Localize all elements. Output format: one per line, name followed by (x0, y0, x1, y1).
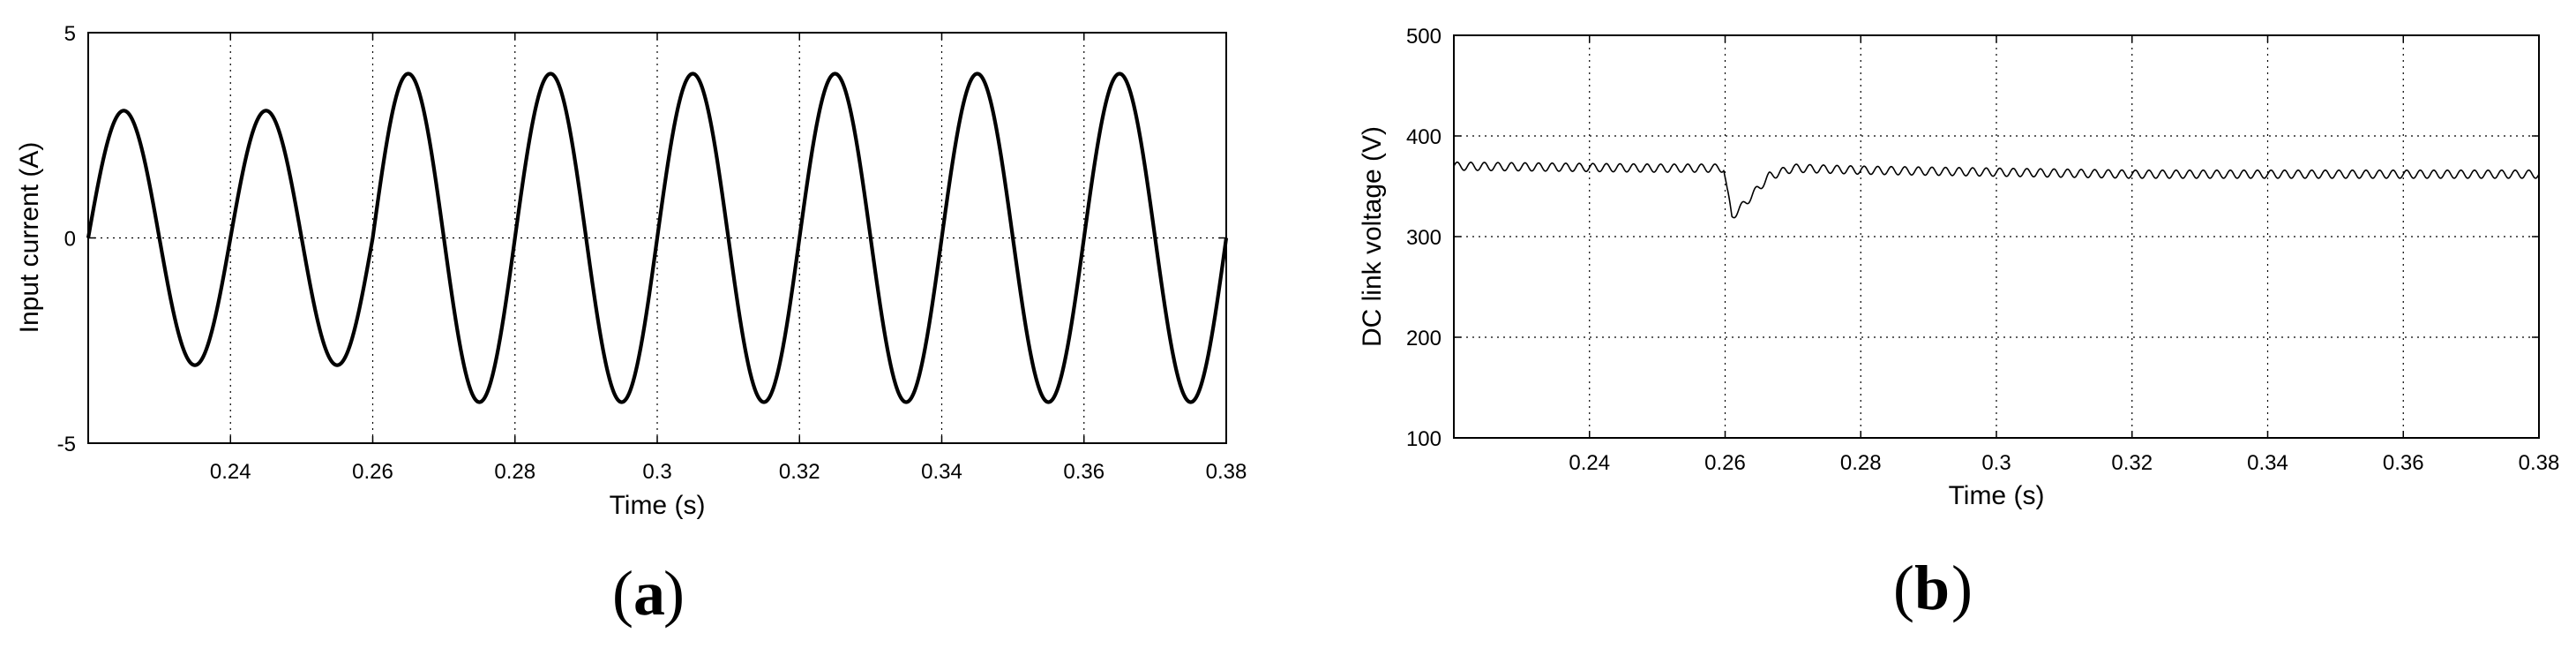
y-tick-label: 400 (1406, 125, 1442, 149)
x-axis-label-a: Time (s) (610, 491, 706, 520)
ticks-b: 0.24 0.26 0.28 0.3 0.32 0.34 0.36 0.38 100 200 300… (1406, 25, 2559, 475)
x-axis-label-b: Time (s) (1949, 481, 2045, 510)
y-tick-label: 500 (1406, 25, 1442, 49)
chart-panel-a: 0.24 0.26 0.28 0.3 0.32 0.34 0.36 0.38 -5 0 5 Time… (15, 22, 1247, 629)
panel-label-a-close: ) (663, 558, 685, 629)
y-tick-label: 0 (64, 228, 76, 252)
x-tick-label: 0.38 (2519, 451, 2560, 475)
panel-label-b: ( (1893, 553, 1914, 623)
x-tick-label: 0.34 (921, 460, 962, 484)
x-tick-label: 0.38 (1206, 460, 1247, 484)
x-tick-label: 0.28 (494, 460, 535, 484)
panel-label-a: ( (612, 558, 633, 629)
x-tick-label: 0.28 (1840, 451, 1882, 475)
y-tick-label: 5 (64, 22, 76, 46)
y-tick-label: 100 (1406, 427, 1442, 451)
panel-label-a-letter: a (633, 558, 665, 629)
ticks-a: 0.24 0.26 0.28 0.3 0.32 0.34 0.36 0.38 -5 0 5 (57, 22, 1247, 484)
x-tick-label: 0.3 (642, 460, 671, 484)
x-tick-label: 0.3 (1981, 451, 2011, 475)
plot-area-b (1454, 35, 2539, 438)
x-tick-label: 0.26 (1704, 451, 1746, 475)
grid-b (1454, 35, 2539, 438)
x-tick-label: 0.24 (210, 460, 251, 484)
panel-label-b-close: ) (1951, 553, 1973, 623)
x-tick-label: 0.36 (2383, 451, 2424, 475)
series-group-a (86, 72, 1229, 404)
x-tick-label: 0.32 (2111, 451, 2153, 475)
x-tick-label: 0.32 (779, 460, 820, 484)
x-tick-label: 0.36 (1063, 460, 1105, 484)
y-tick-label: 200 (1406, 327, 1442, 350)
panel-label-b-letter: b (1914, 553, 1950, 623)
y-axis-label-b: DC link voltage (V) (1358, 126, 1387, 347)
series-line-b (1453, 161, 2540, 219)
chart-panel-b: 0.24 0.26 0.28 0.3 0.32 0.34 0.36 0.38 100 200 300… (1358, 25, 2559, 623)
x-tick-label: 0.34 (2247, 451, 2288, 475)
series-group-b (1453, 161, 2540, 219)
series-line-a (86, 72, 1229, 404)
y-axis-label-a: Input current (A) (15, 142, 44, 334)
y-tick-label: 300 (1406, 226, 1442, 250)
x-tick-label: 0.24 (1569, 451, 1610, 475)
y-tick-label: -5 (57, 433, 76, 456)
x-tick-label: 0.26 (352, 460, 393, 484)
